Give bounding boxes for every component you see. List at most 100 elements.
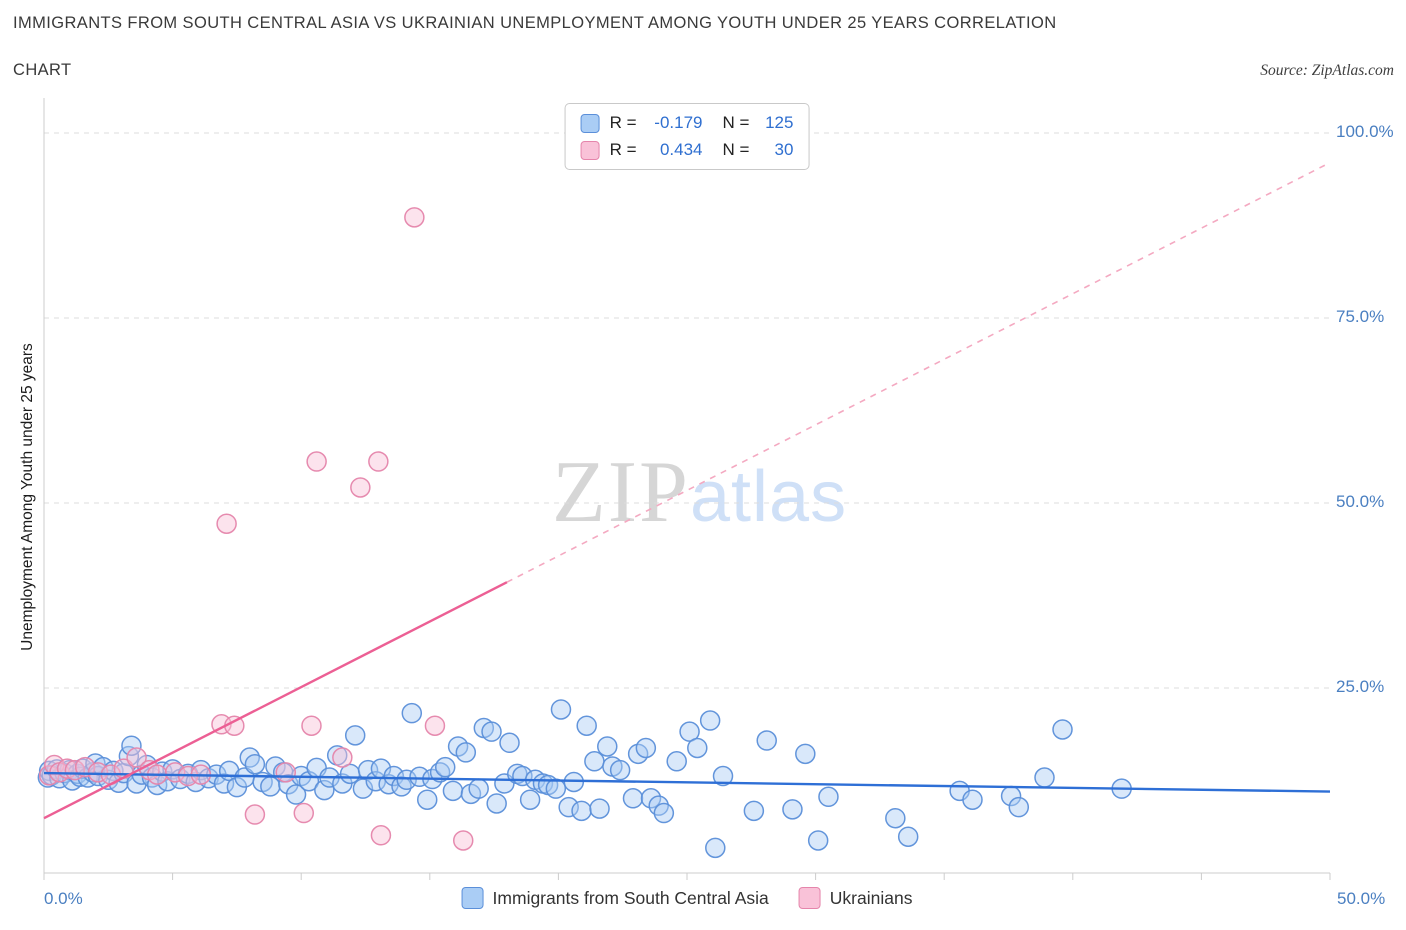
data-point: [293, 802, 315, 824]
data-point: [452, 830, 474, 851]
r-label: R =: [609, 113, 637, 132]
data-point: [640, 788, 662, 809]
watermark-atlas: atlas: [690, 457, 848, 537]
y-tick-75: 75.0%: [1336, 307, 1385, 326]
data-point: [332, 747, 353, 768]
data-point: [818, 786, 839, 808]
data-point: [653, 802, 675, 824]
watermark: ZIPatlas: [552, 442, 847, 543]
data-point: [576, 715, 597, 736]
data-point: [1008, 796, 1030, 818]
source-credit: Source: ZipAtlas.com: [1260, 62, 1394, 79]
data-point: [589, 798, 610, 819]
data-point: [301, 715, 322, 736]
page-title-line1: IMMIGRANTS FROM SOUTH CENTRAL ASIA VS UK…: [13, 14, 1057, 32]
data-point: [1052, 719, 1073, 740]
data-point: [275, 762, 297, 783]
page-title-line2: CHART: [13, 61, 72, 79]
data-point: [486, 793, 507, 814]
data-point: [370, 825, 392, 846]
data-point: [782, 799, 803, 820]
series-swatch-pink-icon: [798, 887, 821, 909]
y-tick-25: 25.0%: [1336, 677, 1385, 696]
data-point: [597, 736, 618, 757]
data-point: [558, 796, 579, 818]
data-point: [897, 826, 919, 847]
r-label: R =: [609, 140, 637, 159]
data-point: [350, 477, 371, 498]
data-point: [687, 737, 708, 759]
n-value: 125: [765, 113, 794, 132]
data-point: [481, 721, 502, 742]
r-value: 0.434: [659, 140, 703, 159]
data-point: [87, 762, 109, 783]
n-value: 30: [774, 140, 794, 159]
data-point: [1034, 767, 1055, 788]
series-label: Ukrainians: [829, 887, 913, 908]
n-label: N =: [722, 113, 750, 132]
n-label: N =: [722, 140, 750, 159]
data-point: [442, 780, 464, 802]
r-value: -0.179: [654, 113, 703, 132]
data-point: [885, 807, 906, 829]
data-point: [545, 778, 567, 799]
data-point: [352, 778, 374, 799]
trend-line-extrapolated: [506, 161, 1331, 583]
series-legend-item-immigrants: Immigrants from South Central Asia: [461, 887, 769, 909]
data-point: [635, 737, 657, 759]
data-point: [712, 765, 734, 787]
legend-row-immigrants: R = -0.179 N = 125: [580, 113, 794, 133]
data-point: [455, 742, 477, 763]
data-point: [314, 779, 335, 801]
series-legend-item-ukrainians: Ukrainians: [798, 887, 913, 909]
data-point: [424, 715, 446, 736]
data-point: [344, 725, 366, 746]
data-point: [609, 759, 631, 781]
data-point: [285, 784, 307, 805]
data-point: [126, 747, 147, 768]
data-point: [499, 732, 520, 754]
data-point: [74, 756, 96, 778]
series-label: Immigrants from South Central Asia: [492, 887, 769, 908]
data-point: [571, 800, 592, 822]
data-point: [416, 789, 438, 810]
legend-swatch-pink-icon: [580, 140, 600, 160]
series-legend: Immigrants from South Central Asia Ukrai…: [461, 887, 913, 909]
data-point: [244, 804, 266, 825]
series-swatch-blue-icon: [461, 887, 484, 909]
legend-row-ukrainians: R = 0.434 N = 30: [580, 140, 794, 160]
data-point: [383, 765, 405, 787]
data-point: [216, 513, 237, 534]
data-point: [622, 788, 644, 809]
data-point: [396, 769, 417, 791]
data-point: [401, 702, 423, 724]
data-point: [213, 773, 235, 794]
data-point: [468, 778, 489, 799]
data-point: [743, 800, 765, 822]
data-point: [404, 207, 425, 228]
data-point: [666, 751, 687, 772]
y-tick-100: 100.0%: [1336, 122, 1394, 141]
trend-line: [43, 581, 508, 820]
data-point: [409, 766, 430, 788]
y-tick-50: 50.0%: [1336, 492, 1385, 511]
data-point: [434, 756, 456, 778]
data-point: [679, 721, 700, 742]
x-tick-max: 50.0%: [1337, 889, 1386, 908]
watermark-zip: ZIP: [552, 444, 690, 541]
data-point: [962, 789, 983, 810]
data-point: [756, 730, 777, 751]
data-point: [795, 743, 816, 765]
data-point: [550, 699, 572, 720]
data-point: [164, 762, 186, 783]
data-point: [368, 451, 389, 472]
data-point: [699, 710, 721, 731]
data-point: [121, 735, 142, 756]
data-point: [244, 753, 266, 775]
correlation-legend: R = -0.179 N = 125 R = 0.434 N = 30: [564, 103, 810, 170]
data-point: [306, 451, 327, 472]
data-point: [807, 830, 829, 851]
legend-swatch-blue-icon: [580, 113, 600, 133]
